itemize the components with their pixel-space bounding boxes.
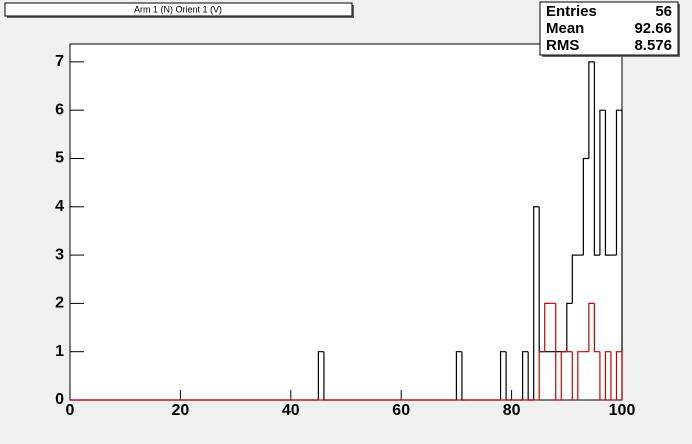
chart-title: Arm 1 (N) Orient 1 (V)	[134, 4, 222, 14]
histogram-bin	[615, 351, 623, 400]
stats-box	[539, 1, 679, 56]
x-tick-label: 60	[392, 402, 410, 419]
histogram-bin	[599, 109, 606, 256]
histogram-bin	[538, 351, 545, 400]
stats: Entries 56 Mean 92.66 RMS 8.576	[546, 3, 672, 54]
y-tick-label: 5	[55, 150, 64, 167]
histogram-bin	[522, 351, 529, 400]
stat-label: RMS	[546, 37, 579, 54]
stat-label: Entries	[546, 3, 597, 20]
histogram-bin	[588, 302, 595, 352]
stat-value: 92.66	[634, 20, 672, 37]
plot-layer: 0 20 40 60 80 100 0 1 2 3 4 5 6 7	[55, 44, 635, 419]
histogram-bin	[544, 302, 551, 352]
histogram-bin	[604, 110, 611, 256]
stat-value: 56	[655, 3, 672, 20]
histogram-bin	[582, 157, 589, 256]
histogram-bin	[599, 351, 606, 401]
y-tick-label: 0	[55, 391, 64, 408]
y-tick-label: 1	[55, 343, 64, 360]
histogram-bin	[593, 61, 600, 256]
histogram-bin	[566, 302, 573, 352]
histogram-bin	[571, 254, 578, 304]
histogram-bin	[604, 351, 611, 400]
stat-value: 8.576	[634, 37, 672, 54]
x-tick-label: 40	[282, 402, 300, 419]
x-tick-label: 80	[503, 402, 521, 419]
histogram-bin	[593, 303, 600, 353]
histogram-bin	[317, 351, 324, 400]
y-tick-label: 6	[55, 101, 64, 118]
x-tick-label: 100	[609, 402, 636, 419]
histogram-bin	[588, 61, 595, 159]
x-tick-label: 20	[172, 402, 190, 419]
plot-frame	[69, 43, 623, 401]
y-tick-label: 3	[55, 246, 64, 263]
histogram-bin	[577, 351, 584, 400]
histogram-bin	[560, 351, 567, 400]
title-box	[4, 2, 353, 17]
histogram-bin	[499, 351, 507, 400]
stat-label: Mean	[546, 20, 584, 37]
histogram-bin	[455, 351, 462, 400]
histogram-bin	[610, 351, 617, 401]
y-tick-label: 4	[55, 198, 64, 215]
histogram-bin	[555, 303, 562, 401]
histogram-bin	[533, 206, 540, 400]
x-tick-label: 0	[66, 402, 75, 419]
y-tick-label: 2	[55, 295, 64, 312]
y-tick-label: 7	[55, 53, 64, 70]
histogram-bin	[615, 109, 623, 400]
histogram-bin	[571, 351, 578, 401]
histogram-series	[70, 302, 623, 401]
